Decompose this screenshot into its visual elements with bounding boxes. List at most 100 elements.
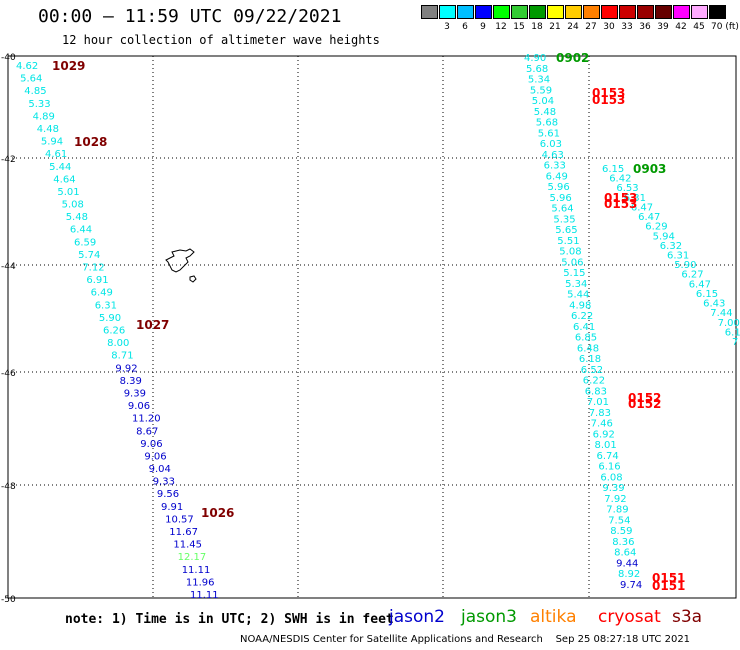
wave-height-value: 6.91 (86, 275, 108, 286)
legend-label: 15 (513, 22, 525, 32)
wave-height-value: 4.85 (24, 86, 46, 97)
satellite-label-s3a: s3a (672, 607, 703, 627)
wave-height-value: 6.32 (660, 241, 682, 252)
wave-height-value: 5.64 (20, 74, 42, 85)
axis-labels: -40-42-44-46-48-50-180-177-174-171-168-1… (1, 53, 16, 605)
wave-height-value: 5.44 (567, 290, 589, 301)
pass-cycle-label: 1026 (201, 506, 234, 520)
wave-height-value: 5.74 (78, 250, 100, 261)
pass-cycle-label: 0153 (604, 197, 637, 211)
wave-height-value: 6.41 (573, 322, 595, 333)
legend-label: 39 (657, 22, 669, 32)
wave-height-value: 6.15 (602, 164, 624, 175)
pass-cycle-label: 0903 (633, 162, 666, 176)
wave-height-value: 5.68 (536, 118, 558, 129)
wave-height-value: 4.90 (524, 53, 546, 64)
wave-height-value: 8.92 (618, 569, 640, 580)
wave-height-value: 9.74 (620, 580, 642, 591)
wave-height-value: 8.59 (610, 526, 632, 537)
wave-height-value: 6.52 (581, 365, 603, 376)
wave-height-value: 5.15 (563, 268, 585, 279)
map-grid (7, 55, 737, 599)
wave-height-value: 11.11 (182, 565, 211, 576)
wave-height-value: 5.65 (555, 225, 577, 236)
wave-height-value: 6.42 (609, 174, 631, 185)
latitude-label: -40 (1, 53, 16, 63)
legend-label: 12 (495, 22, 507, 32)
satellite-label-cryosat: cryosat (598, 607, 661, 627)
wave-height-value: 9.44 (616, 559, 638, 570)
latitude-label: -44 (1, 262, 16, 272)
wave-height-value: 5.08 (559, 247, 581, 258)
wave-height-value: 5.90 (99, 313, 121, 324)
pass-cycle-label: 0151 (652, 571, 685, 585)
wave-height-value: 5.48 (534, 107, 556, 118)
wave-height-value: 5.94 (653, 231, 675, 242)
wave-height-value: 7 (732, 337, 738, 348)
wave-height-value: 6.47 (631, 202, 653, 213)
latitude-label: -50 (1, 595, 16, 605)
page-title: 00:00 — 11:59 UTC 09/22/2021 (38, 6, 342, 27)
wave-height-value: 6.31 (667, 251, 689, 262)
pass-cycle-label: 0151 (652, 579, 685, 593)
wave-height-value: 5.34 (565, 279, 587, 290)
wave-height-value: 5.33 (28, 99, 50, 110)
wave-height-value: 6.15 (696, 289, 718, 300)
wave-height-value: 7.92 (604, 494, 626, 505)
wave-height-value: 5.48 (66, 212, 88, 223)
legend-label: 21 (549, 22, 561, 32)
pass-cycle-label: 0152 (628, 397, 661, 411)
latitude-label: -48 (1, 482, 16, 492)
legend-label: 30 (603, 22, 615, 32)
altimeter-map: -40-42-44-46-48-50-180-177-174-171-168-1… (1, 51, 740, 605)
legend-label: 3 (444, 22, 450, 32)
wave-height-value: 7.01 (587, 397, 609, 408)
legend-swatch (493, 5, 510, 19)
wave-height-value: 9.33 (153, 477, 175, 488)
legend-swatch (439, 5, 456, 19)
pass-cycle-label: 1029 (52, 59, 85, 73)
legend-label: 36 (639, 22, 651, 32)
pass-cycle-label: 0153 (592, 93, 625, 107)
legend-swatch (709, 5, 726, 19)
wave-height-value: 10.57 (165, 514, 194, 525)
wave-height-value: 8.67 (136, 426, 158, 437)
wave-height-value: 6.47 (638, 212, 660, 223)
wave-height-value: 6.49 (546, 171, 568, 182)
satellite-label-jason2: jason2 (389, 607, 445, 627)
wave-height-value: 7.44 (710, 308, 732, 319)
observation-layer: 4.625.644.855.334.894.485.944.615.444.64… (16, 53, 740, 601)
wave-height-value: 6.74 (597, 451, 619, 462)
legend-swatch (475, 5, 492, 19)
latitude-label: -42 (1, 155, 16, 165)
wave-height-value: 6.16 (598, 462, 620, 473)
wave-height-value: 9.06 (140, 439, 162, 450)
wave-height-value: 9.04 (149, 464, 171, 475)
wave-height-value: 11.20 (132, 414, 161, 425)
wave-height-value: 6.59 (74, 237, 96, 248)
legend-swatch (529, 5, 546, 19)
legend-swatch (637, 5, 654, 19)
wave-height-value: 6.92 (593, 429, 615, 440)
wave-height-value: 5.96 (548, 182, 570, 193)
wave-height-value: 5.04 (532, 96, 554, 107)
wave-height-value: 4.48 (37, 124, 59, 135)
wave-height-value: 11.96 (186, 577, 215, 588)
wave-height-value: 8.00 (107, 338, 129, 349)
wave-height-value: 4.64 (53, 174, 75, 185)
legend-swatch (565, 5, 582, 19)
wave-height-value: 7.12 (82, 263, 104, 274)
wave-height-value: 5.68 (526, 64, 548, 75)
wave-height-value: 9.39 (124, 389, 146, 400)
wave-height-value: 6.53 (616, 183, 638, 194)
pass-cycle-label: 1027 (136, 318, 169, 332)
wave-height-value: 5.01 (57, 187, 79, 198)
wave-height-value: 9.91 (161, 502, 183, 513)
wave-height-value: 5.06 (561, 257, 583, 268)
island-main (165, 248, 195, 273)
pass-cycle-label: 1028 (74, 135, 107, 149)
wave-height-value: 6.33 (544, 161, 566, 172)
wave-height-value: 12.17 (178, 552, 207, 563)
pass-cycle-label: 0153 (592, 86, 625, 100)
satellite-label-jason3: jason3 (461, 607, 517, 627)
